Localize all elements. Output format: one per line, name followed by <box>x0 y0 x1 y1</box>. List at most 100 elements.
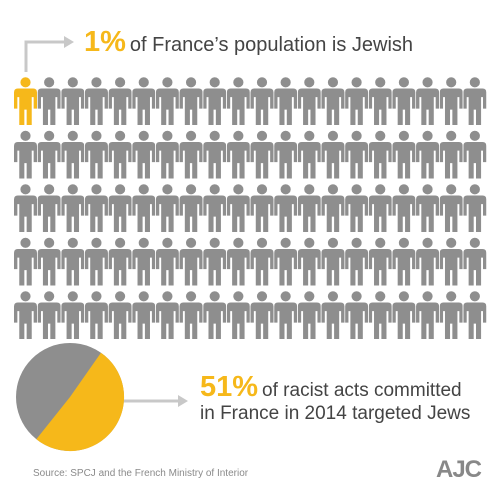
person-icon <box>392 237 416 286</box>
person-icon <box>108 237 132 286</box>
person-icon <box>203 130 227 179</box>
stat-arrow-head <box>178 395 188 407</box>
person-icon-highlighted <box>14 77 37 125</box>
person-icon <box>297 291 321 339</box>
person-icon <box>61 77 85 125</box>
person-icon <box>345 291 369 339</box>
people-grid <box>14 77 487 339</box>
person-icon <box>84 184 108 232</box>
person-icon <box>392 184 416 232</box>
person-icon <box>179 291 203 339</box>
person-icon <box>416 184 440 232</box>
person-icon <box>463 291 487 339</box>
person-icon <box>226 291 250 339</box>
person-icon <box>274 130 298 179</box>
person-icon <box>84 237 108 286</box>
person-icon <box>179 184 203 232</box>
person-icon <box>37 184 61 232</box>
person-icon <box>203 77 227 125</box>
headline-percent: 1% <box>84 26 126 58</box>
person-icon <box>297 184 321 232</box>
person-icon <box>274 77 298 125</box>
person-icon <box>368 184 392 232</box>
person-icon <box>297 130 321 179</box>
person-icon <box>321 291 345 339</box>
person-icon <box>14 184 37 232</box>
person-icon <box>14 237 37 286</box>
stat-percent: 51% <box>200 371 259 403</box>
person-icon <box>463 237 487 286</box>
person-icon <box>463 184 487 232</box>
person-icon <box>61 130 85 179</box>
person-icon <box>297 237 321 286</box>
person-icon <box>439 130 463 179</box>
stat-line-2: in France in 2014 targeted Jews <box>200 403 471 424</box>
person-icon <box>226 130 250 179</box>
headline-arrow <box>24 40 64 72</box>
person-icon <box>155 184 179 232</box>
person-icon <box>179 130 203 179</box>
person-icon <box>155 291 179 339</box>
person-icon <box>61 237 85 286</box>
person-icon <box>226 237 250 286</box>
person-icon <box>203 237 227 286</box>
person-icon <box>416 77 440 125</box>
person-icon <box>132 237 156 286</box>
person-icon <box>368 77 392 125</box>
person-icon <box>132 291 156 339</box>
person-icon <box>37 77 61 125</box>
person-icon <box>345 237 369 286</box>
person-icon <box>37 130 61 179</box>
person-icon <box>416 130 440 179</box>
person-icon <box>132 130 156 179</box>
person-icon <box>392 77 416 125</box>
person-icon <box>368 237 392 286</box>
person-icon <box>132 77 156 125</box>
person-icon <box>84 77 108 125</box>
person-icon <box>84 130 108 179</box>
person-icon <box>14 291 37 339</box>
stat-line-1: 51% of racist acts committed <box>200 373 470 402</box>
person-icon <box>439 184 463 232</box>
person-icon <box>108 130 132 179</box>
person-icon <box>203 184 227 232</box>
person-icon <box>321 77 345 125</box>
person-icon <box>274 237 298 286</box>
person-icon <box>439 291 463 339</box>
person-icon <box>345 130 369 179</box>
person-icon <box>368 130 392 179</box>
person-icon <box>439 237 463 286</box>
person-icon <box>61 291 85 339</box>
person-icon <box>84 291 108 339</box>
person-icon <box>155 237 179 286</box>
person-icon <box>226 184 250 232</box>
person-icon <box>250 130 274 179</box>
person-icon <box>14 130 37 179</box>
person-icon <box>416 291 440 339</box>
person-icon <box>321 237 345 286</box>
person-icon <box>203 291 227 339</box>
person-icon <box>274 291 298 339</box>
person-icon <box>345 184 369 232</box>
person-icon <box>155 130 179 179</box>
person-icon <box>463 77 487 125</box>
person-icon <box>439 77 463 125</box>
person-icon <box>37 291 61 339</box>
person-icon <box>321 130 345 179</box>
person-icon <box>392 130 416 179</box>
person-icon <box>37 237 61 286</box>
person-icon <box>392 291 416 339</box>
person-icon <box>274 184 298 232</box>
headline: 1% of France’s population is Jewish <box>84 26 413 59</box>
person-icon <box>132 184 156 232</box>
person-icon <box>155 77 179 125</box>
person-icon <box>250 291 274 339</box>
person-icon <box>108 184 132 232</box>
person-icon <box>226 77 250 125</box>
source-note: Source: SPCJ and the French Ministry of … <box>33 468 249 479</box>
ajc-logo: AJC <box>436 456 482 483</box>
person-icon <box>416 237 440 286</box>
headline-text: of France’s population is Jewish <box>129 34 414 56</box>
person-icon <box>179 237 203 286</box>
